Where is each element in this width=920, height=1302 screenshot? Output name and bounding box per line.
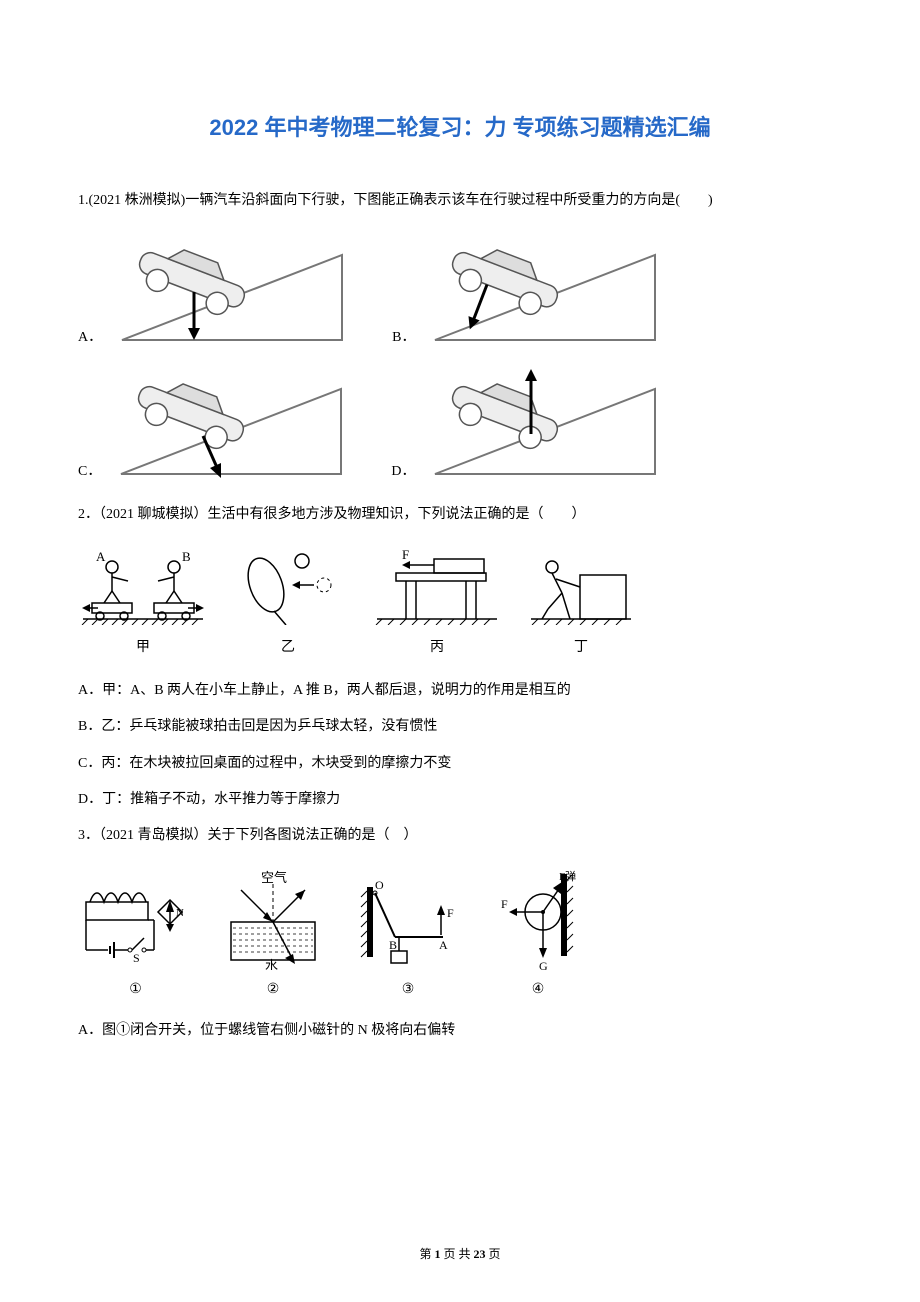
- q1-figure-B-svg: [425, 230, 665, 350]
- q3-fig-1-svg: S N: [78, 880, 193, 970]
- q3-fig-4: F F弹 G ④: [493, 870, 583, 998]
- q2-label-bing: 丙: [372, 636, 502, 656]
- q2-fig-yi: 乙: [228, 545, 348, 656]
- q2-label-yi: 乙: [228, 636, 348, 656]
- footer-suffix: 页: [486, 1247, 501, 1261]
- q3-label-2: ②: [223, 981, 323, 998]
- q3-figures: S N ① 空气: [78, 870, 842, 998]
- q3-text: 3．（2021 青岛模拟）关于下列各图说法正确的是（ ）: [78, 825, 842, 847]
- q3-fig2-water: 水: [265, 958, 278, 970]
- q2-label-jia: 甲: [78, 636, 208, 656]
- q3-label-4: ④: [493, 981, 583, 998]
- q2-label-ding: 丁: [526, 636, 636, 656]
- q2-fig-ding-svg: [526, 545, 636, 625]
- q3-fig4-G: G: [539, 959, 548, 970]
- footer-prefix: 第: [419, 1247, 434, 1261]
- q3-fig-2-svg: 空气 水: [223, 870, 323, 970]
- footer-mid: 页 共: [440, 1247, 473, 1261]
- q3-fig-3-svg: O B A F: [353, 875, 463, 970]
- q1-figures-row1: A． B．: [78, 230, 842, 350]
- page-title: 2022 年中考物理二轮复习：力 专项练习题精选汇编: [78, 110, 842, 142]
- q3-fig3-O: O: [375, 878, 384, 892]
- q2-option-D: D．丁：推箱子不动，水平推力等于摩擦力: [78, 789, 842, 811]
- q2-jia-label-B: B: [182, 549, 191, 564]
- q1-text: 1.(2021 株洲模拟)一辆汽车沿斜面向下行驶，下图能正确表示该车在行驶过程中…: [78, 190, 842, 212]
- q3-fig-2: 空气 水 ②: [223, 870, 323, 998]
- q3-fig-1: S N ①: [78, 880, 193, 998]
- q3-fig4-F: F: [501, 897, 508, 911]
- q1-figure-A-svg: [112, 230, 352, 350]
- q2-figures: A B 甲: [78, 545, 842, 656]
- q1-option-C-label: C．: [78, 460, 101, 484]
- q3-label-3: ③: [353, 981, 463, 998]
- q2-bing-label-F: F: [402, 547, 409, 562]
- q1-figures-row2: C． D．: [78, 364, 842, 484]
- q2-fig-bing: F 丙: [372, 545, 502, 656]
- q1-figure-D-svg: [425, 364, 665, 484]
- q3-fig3-F: F: [447, 906, 454, 920]
- q1-option-B-label: B．: [392, 326, 415, 350]
- q3-option-A: A．图①闭合开关，位于螺线管右侧小磁针的 N 极将向右偏转: [78, 1020, 842, 1042]
- q3-label-1: ①: [78, 981, 193, 998]
- q2-text: 2．（2021 聊城模拟）生活中有很多地方涉及物理知识，下列说法正确的是（ ）: [78, 504, 842, 526]
- q2-fig-jia: A B 甲: [78, 545, 208, 656]
- q1-option-D-label: D．: [391, 460, 415, 484]
- q1-figure-C-svg: [111, 364, 351, 484]
- q2-fig-ding: 丁: [526, 545, 636, 656]
- q2-fig-bing-svg: F: [372, 545, 502, 625]
- q2-option-B: B．乙：乒乓球能被球拍击回是因为乒乓球太轻，没有惯性: [78, 716, 842, 738]
- q2-jia-label-A: A: [96, 549, 106, 564]
- q3-fig-3: O B A F ③: [353, 875, 463, 998]
- q1-figure-C: C．: [78, 364, 351, 484]
- q3-fig1-S: S: [133, 951, 140, 965]
- q3-fig-4-svg: F F弹 G: [493, 870, 583, 970]
- q2-option-C: C．丙：在木块被拉回桌面的过程中，木块受到的摩擦力不变: [78, 753, 842, 775]
- q2-fig-jia-svg: A B: [78, 545, 208, 625]
- q2-option-A: A．甲：A、B 两人在小车上静止，A 推 B，两人都后退，说明力的作用是相互的: [78, 680, 842, 702]
- page-content: 2022 年中考物理二轮复习：力 专项练习题精选汇编 1.(2021 株洲模拟)…: [0, 0, 920, 1042]
- q2-fig-yi-svg: [228, 545, 348, 625]
- q1-figure-A: A．: [78, 230, 352, 350]
- q3-fig2-air: 空气: [261, 870, 287, 885]
- q3-fig3-A: A: [439, 938, 448, 952]
- q3-fig4-Fball: F弹: [559, 870, 576, 883]
- page-footer: 第 1 页 共 23 页: [0, 1245, 920, 1262]
- footer-total: 23: [474, 1247, 486, 1261]
- q1-figure-B: B．: [392, 230, 665, 350]
- q3-fig3-B: B: [389, 938, 397, 952]
- q1-figure-D: D．: [391, 364, 665, 484]
- q3-fig1-N: N: [176, 907, 184, 919]
- q1-option-A-label: A．: [78, 326, 102, 350]
